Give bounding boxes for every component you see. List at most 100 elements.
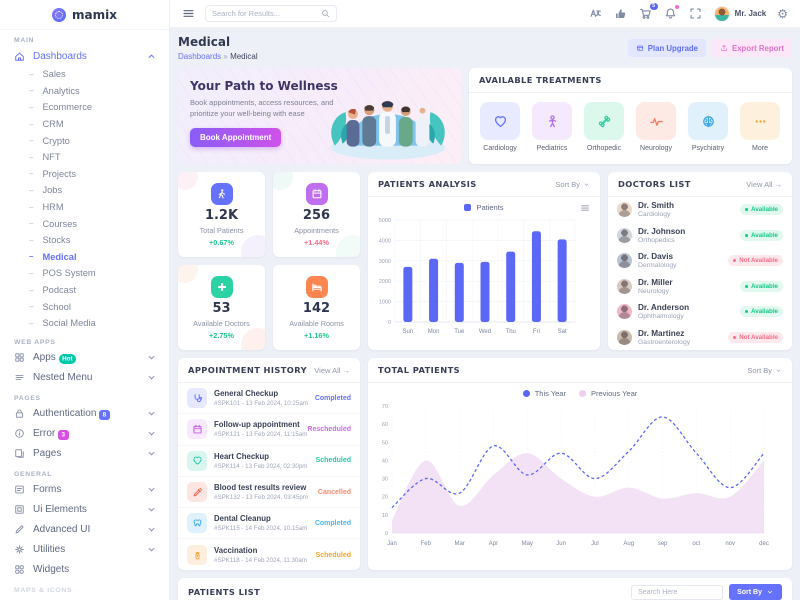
chevron-down-icon (146, 372, 157, 383)
appointment-row[interactable]: Blood test results review #SPK132 - 13 F… (178, 477, 360, 509)
sidebar-item-nested-menu[interactable]: Nested Menu (0, 368, 169, 388)
legend-label: Patients (476, 203, 504, 212)
sidebar-subitem[interactable]: NFT (0, 149, 169, 166)
sort-by-button[interactable]: Sort By (555, 180, 590, 189)
sidebar-subitem[interactable]: Ecommerce (0, 99, 169, 116)
sort-by-button[interactable]: Sort By (747, 366, 782, 375)
doctor-row[interactable]: Dr. Johnson Orthopedics Available (608, 223, 792, 249)
legend-label: Previous Year (590, 389, 638, 398)
view-all-link[interactable]: View All → (746, 179, 782, 189)
sidebar-item-authentication[interactable]: Authentication 8 (0, 404, 169, 424)
hamburger-menu-icon[interactable] (182, 7, 195, 20)
sidebar-item[interactable]: Widgets (0, 560, 169, 580)
lock-icon (14, 408, 25, 419)
treatment-tile[interactable]: Orthopedic (583, 102, 625, 152)
sidebar-subitem[interactable]: School (0, 298, 169, 315)
card-title: PATIENTS ANALYSIS (378, 179, 477, 189)
stat-change: +2.75% (209, 330, 234, 340)
treatment-tile[interactable]: Cardiology (479, 102, 521, 152)
appointment-status: Rescheduled (307, 425, 351, 433)
sidebar-subitem[interactable]: Medical (0, 249, 169, 266)
sidebar-subitem[interactable]: Stocks (0, 232, 169, 249)
svg-text:5000: 5000 (379, 218, 391, 224)
svg-text:1000: 1000 (379, 300, 391, 306)
svg-text:Tue: Tue (454, 329, 465, 335)
sidebar-subitem[interactable]: HRM (0, 199, 169, 216)
apps-grid-icon (14, 352, 25, 363)
appointment-row[interactable]: Follow-up appointment #SPK121 - 13 Feb 2… (178, 414, 360, 446)
brand-logo[interactable]: mamix (0, 0, 169, 30)
sidebar-item[interactable]: Ui Elements (0, 500, 169, 520)
settings-gear-icon[interactable]: ⚙ (777, 6, 788, 21)
sidebar-subitem[interactable]: Sales (0, 66, 169, 83)
sidebar-subitem[interactable]: Analytics (0, 83, 169, 100)
sidebar-subitem[interactable]: POS System (0, 265, 169, 282)
availability-badge: Available (740, 306, 783, 318)
breadcrumb-parent[interactable]: Dashboards (178, 52, 222, 61)
search-input[interactable] (212, 9, 321, 18)
patients-search-input[interactable] (631, 584, 724, 600)
svg-text:oct: oct (692, 541, 700, 547)
book-appointment-button[interactable]: Book Appointment (190, 127, 282, 147)
cart-button[interactable]: 5 (639, 2, 658, 21)
doctor-row[interactable]: Dr. Anderson Ophthalmology Available (608, 299, 792, 325)
sidebar-subitem[interactable]: Crypto (0, 132, 169, 149)
appointment-row[interactable]: General Checkup #SPK101 - 13 Feb 2024, 1… (178, 383, 360, 415)
plan-upgrade-button[interactable]: Plan Upgrade (627, 39, 707, 57)
doctor-row[interactable]: Dr. Miller Neurology Available (608, 274, 792, 300)
appointment-calendar-icon (311, 188, 323, 200)
appointment-row[interactable]: Dental Cleanup #SPK115 - 14 Feb 2024, 10… (178, 508, 360, 540)
chart-menu-icon[interactable] (580, 203, 590, 213)
sidebar-subitem[interactable]: Social Media (0, 315, 169, 332)
treatment-tile[interactable]: Psychiatry (687, 102, 729, 152)
svg-text:Feb: Feb (421, 541, 432, 547)
translate-icon (589, 7, 602, 20)
patients-bar-chart: 0 1000 2000 3000 4000 5000 Sun Mon Tue Wed Thu Fri S… (379, 218, 576, 335)
view-all-link[interactable]: View All → (314, 365, 350, 375)
appointment-row[interactable]: Heart Checkup #SPK114 - 13 Feb 2024, 02:… (178, 446, 360, 477)
treatment-tile[interactable]: More (739, 102, 781, 152)
sidebar-subitem[interactable]: Jobs (0, 182, 169, 199)
sidebar-item[interactable]: Utilities (0, 540, 169, 560)
syringe-icon (192, 487, 203, 498)
sidebar-item-apps[interactable]: Apps Hot (0, 348, 169, 368)
user-menu[interactable]: Mr. Jack (713, 5, 766, 22)
patients-sort-button[interactable]: Sort By (729, 584, 782, 600)
sidebar-subitem[interactable]: Courses (0, 215, 169, 232)
sidebar-item-dashboards[interactable]: Dashboards (0, 46, 169, 66)
doctor-row[interactable]: Dr. Martinez Gastroenterology Not Availa… (608, 325, 792, 351)
like-button[interactable] (614, 7, 628, 21)
treatments-list: Cardiology Pediatrics (469, 93, 792, 161)
svg-text:50: 50 (382, 440, 388, 446)
notifications-button[interactable] (664, 4, 679, 21)
doctor-avatar (617, 253, 632, 269)
chevron-down-icon (146, 408, 157, 419)
sidebar-subitem[interactable]: Podcast (0, 282, 169, 299)
appointment-row[interactable]: Vaccination #SPK118 - 14 Feb 2024, 11:30… (178, 539, 360, 570)
export-report-button[interactable]: Export Report (712, 39, 792, 57)
search-icon[interactable] (321, 9, 330, 18)
sidebar-item-pages[interactable]: Pages (0, 444, 169, 464)
stats-grid: 1.2K Total Patients +0.67% 256 Appointme… (178, 172, 360, 350)
translate-button[interactable] (589, 7, 603, 21)
sidebar-subitem[interactable]: Projects (0, 166, 169, 183)
ui-elements-icon (14, 504, 25, 515)
hot-badge: Hot (58, 353, 77, 364)
doctor-row[interactable]: Dr. Smith Cardiology Available (608, 197, 792, 223)
sidebar-item[interactable]: Forms (0, 480, 169, 500)
user-avatar (713, 5, 730, 22)
sidebar-item[interactable]: Advanced UI (0, 520, 169, 540)
treatment-tile[interactable]: Neurology (635, 102, 677, 152)
doctors-list-card: DOCTORS LIST View All → Dr. Smith Cardio… (608, 172, 792, 350)
svg-text:0: 0 (385, 531, 388, 537)
fullscreen-button[interactable] (689, 7, 703, 21)
topbar: 5 Mr. Jack ⚙ (170, 0, 800, 28)
sidebar-item-error[interactable]: Error 3 (0, 424, 169, 444)
doctor-row[interactable]: Dr. Davis Dermatology Not Available (608, 248, 792, 274)
sidebar-subitem[interactable]: CRM (0, 116, 169, 133)
doctor-cross-icon (216, 281, 228, 293)
svg-text:40: 40 (382, 458, 388, 464)
chevron-down-icon (146, 544, 157, 555)
sidebar-section-main: MAIN (14, 37, 35, 44)
treatment-tile[interactable]: Pediatrics (531, 102, 573, 152)
